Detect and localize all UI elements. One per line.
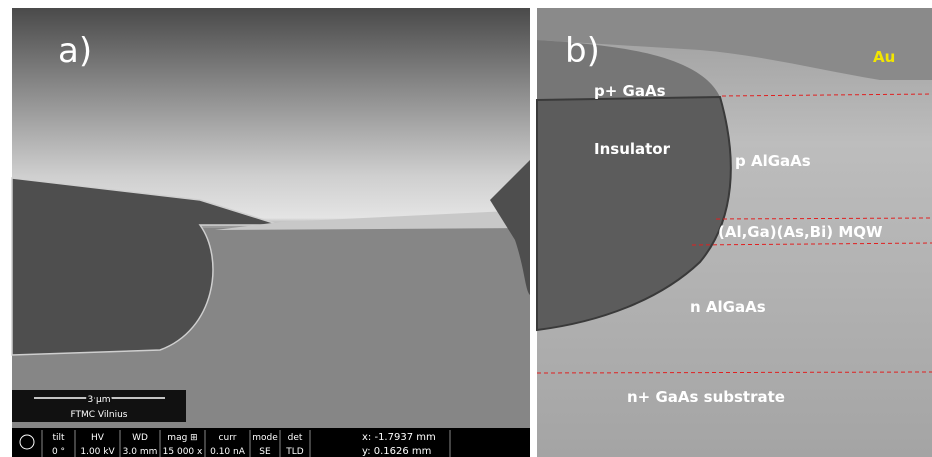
info-value: 3.0 mm (123, 447, 158, 457)
info-name: mag ⊞ (167, 433, 197, 443)
coord-y: y: 0.1626 mm (362, 446, 431, 457)
info-value: 1.00 kV (80, 447, 115, 457)
info-value: 15 000 x (163, 447, 203, 457)
info-value: TLD (285, 447, 304, 457)
info-name: WD (132, 433, 148, 443)
panel-a: a) 3 μm FTMC Vilnius tilt 0 ° HV 1.00 kV WD 3… (12, 8, 530, 457)
layer-label: Au (873, 48, 895, 66)
info-value: 0.10 nA (210, 447, 246, 457)
info-name: mode (252, 433, 278, 443)
layer-label: n AlGaAs (690, 298, 766, 316)
layer-label: (Al,Ga)(As,Bi) MQW (718, 223, 883, 241)
panel-label: a) (58, 31, 92, 71)
scale-length: 3 μm (87, 395, 110, 405)
info-name: det (288, 433, 303, 443)
coord-x: x: -1.7937 mm (362, 432, 436, 443)
panel-label: b) (565, 31, 600, 71)
panel-b: b) Au p+ GaAs Insulator p AlGaAs (Al,Ga)… (537, 8, 932, 457)
layer-label: p+ GaAs (594, 82, 666, 100)
layer-label: p AlGaAs (735, 152, 811, 170)
info-value: 0 ° (52, 447, 65, 457)
layer-label: n+ GaAs substrate (627, 388, 785, 406)
layer-label: Insulator (594, 140, 671, 158)
figure: a) 3 μm FTMC Vilnius tilt 0 ° HV 1.00 kV WD 3… (0, 0, 932, 457)
scale-caption: FTMC Vilnius (71, 410, 128, 420)
info-name: HV (91, 433, 105, 443)
info-value: SE (259, 447, 271, 457)
info-name: tilt (52, 433, 65, 443)
info-name: curr (219, 433, 237, 443)
